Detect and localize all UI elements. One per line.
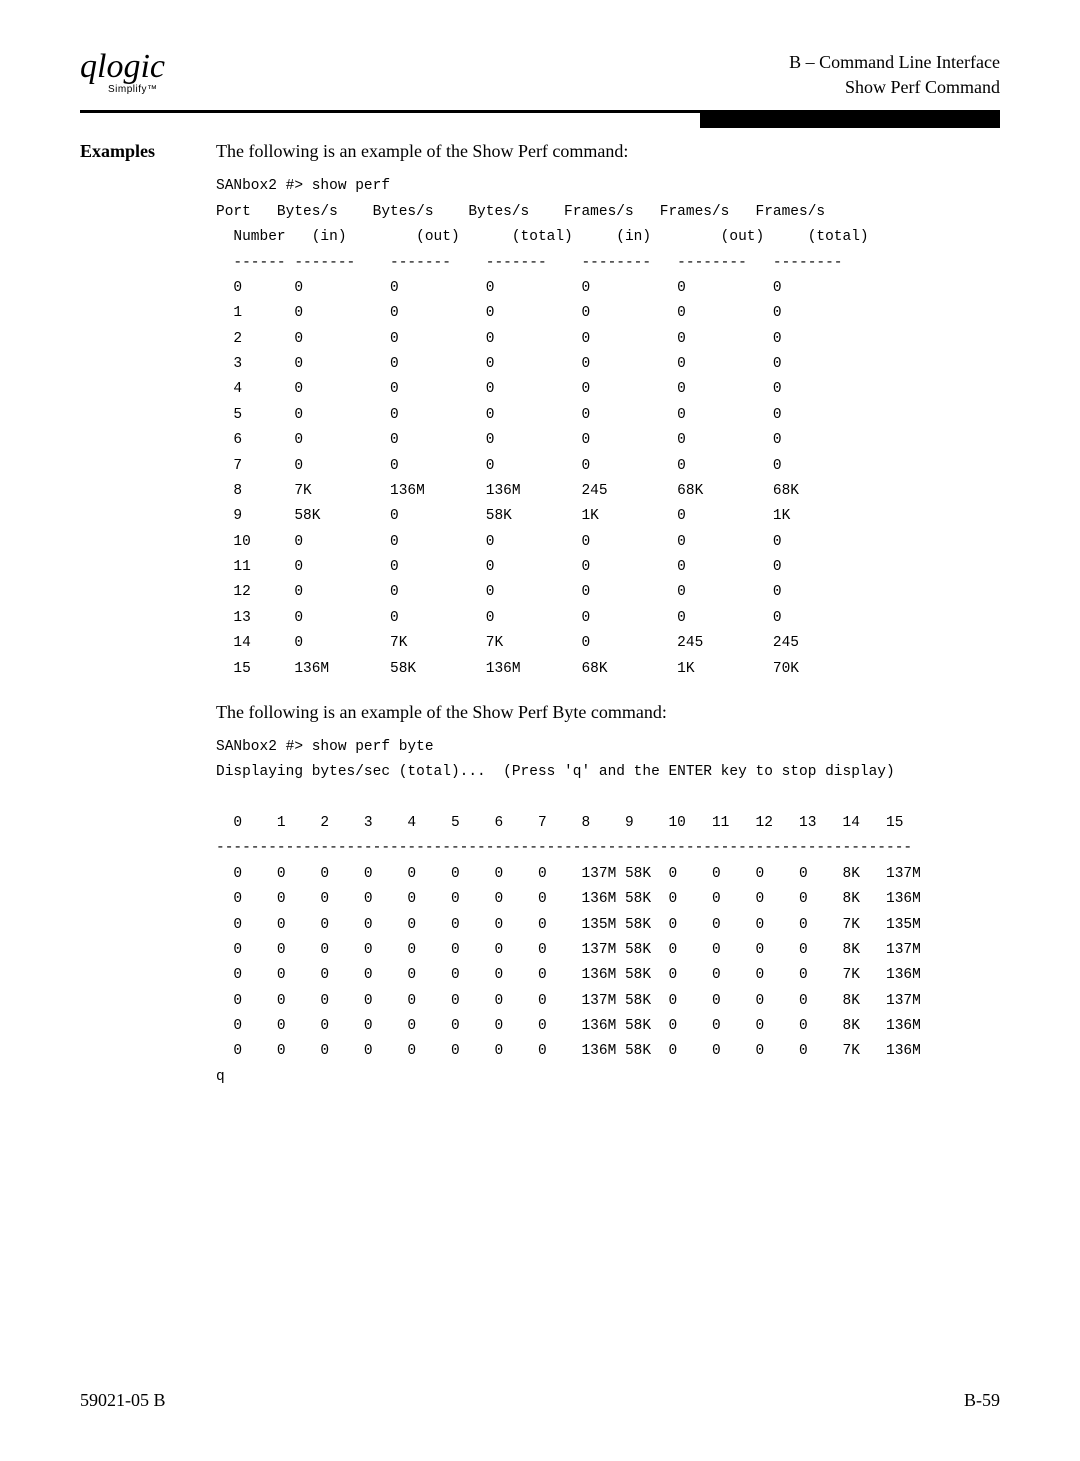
show-perf-byte-output: SANbox2 #> show perf byte Displaying byt…	[216, 735, 1000, 1090]
intro-text-2: The following is an example of the Show …	[216, 702, 1000, 723]
logo-text: qlogic	[80, 48, 165, 85]
footer-left: 59021-05 B	[80, 1390, 166, 1411]
intro-text-1: The following is an example of the Show …	[216, 141, 1000, 162]
section-label: Examples	[80, 141, 190, 1110]
logo-sub: Simplify™	[108, 84, 165, 95]
header-line1: B – Command Line Interface	[789, 50, 1000, 75]
content: Examples The following is an example of …	[80, 141, 1000, 1110]
examples-row: Examples The following is an example of …	[80, 141, 1000, 1110]
page-footer: 59021-05 B B-59	[80, 1390, 1000, 1411]
footer-right: B-59	[964, 1390, 1000, 1411]
header-band	[700, 110, 1000, 128]
section-body: The following is an example of the Show …	[216, 141, 1000, 1110]
logo-block: qlogic Simplify™	[80, 50, 165, 95]
page-header: qlogic Simplify™ B – Command Line Interf…	[80, 50, 1000, 113]
show-perf-output: SANbox2 #> show perf Port Bytes/s Bytes/…	[216, 174, 1000, 682]
header-line2: Show Perf Command	[789, 75, 1000, 100]
header-right: B – Command Line Interface Show Perf Com…	[789, 50, 1000, 100]
